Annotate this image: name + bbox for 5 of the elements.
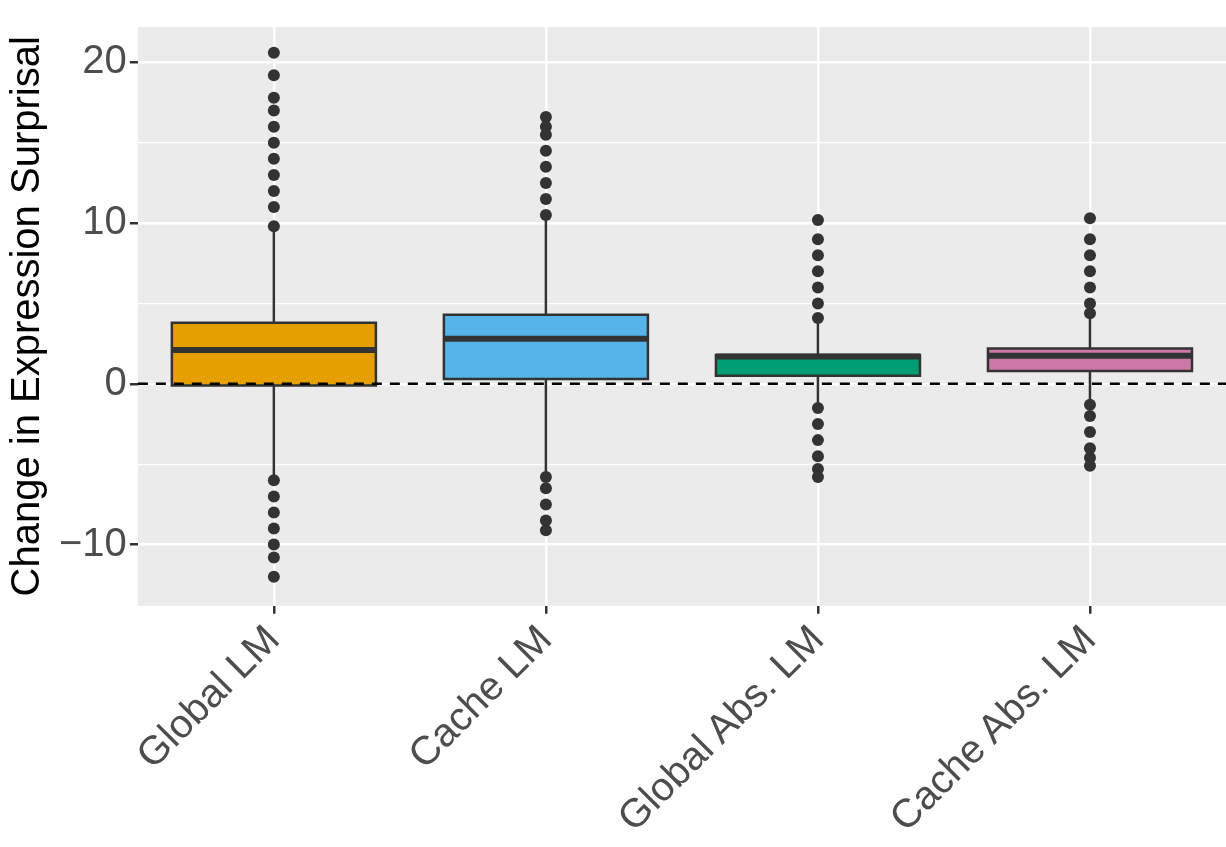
y-axis-title: Change in Expression Surprisal [3,36,48,597]
y-tick-label: 20 [82,37,127,82]
y-tick-label: 10 [82,198,127,243]
y-tick-label: −10 [58,519,127,564]
y-tick-label: 0 [104,358,127,403]
